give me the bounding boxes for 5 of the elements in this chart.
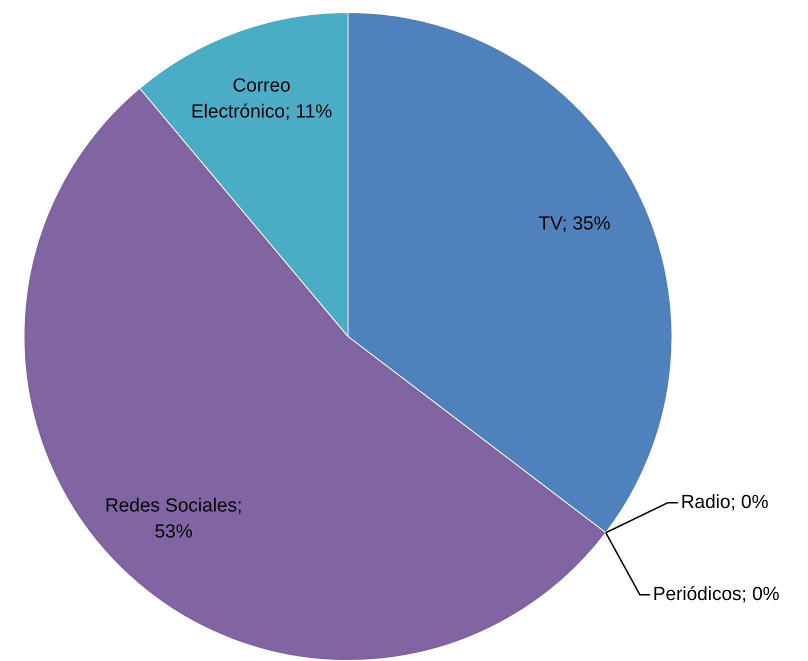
category-label: Radio; 0% [680,492,768,513]
slice-label: Redes Sociales; 53% [104,496,242,543]
slice-label: TV; 35% [538,214,611,235]
slice-label: Correo Electrónico; 11% [190,75,332,122]
category-label: Periódicos; 0% [652,584,780,605]
